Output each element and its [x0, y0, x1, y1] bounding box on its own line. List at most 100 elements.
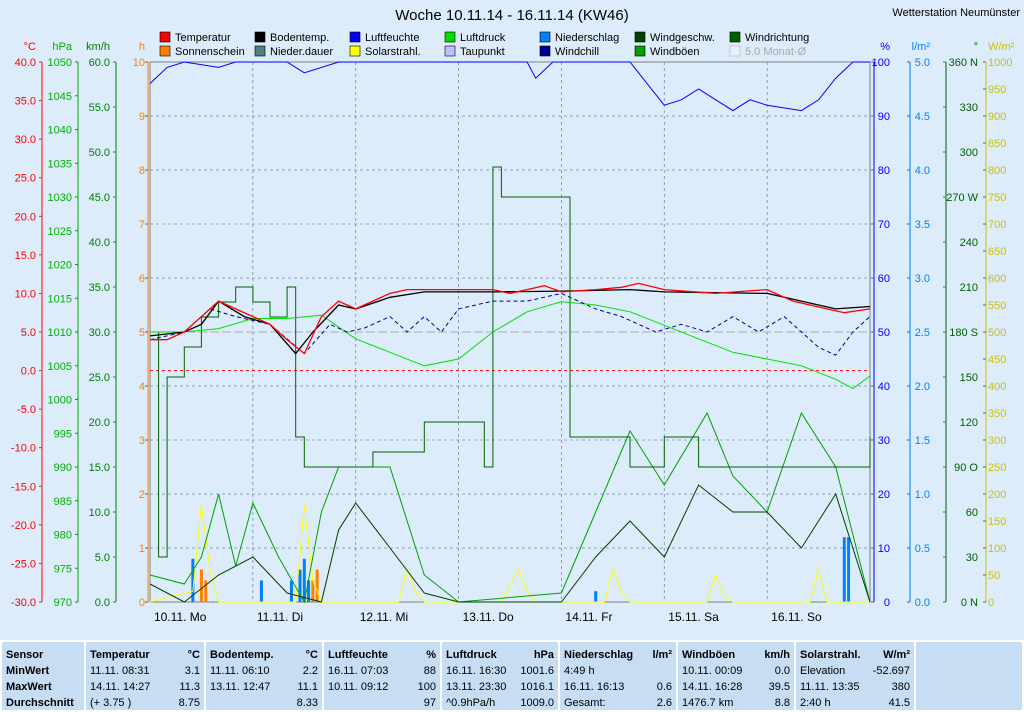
- axis-tick-dir: 0 N: [961, 597, 978, 609]
- axis-tick-temp: 40.0: [15, 57, 36, 69]
- stats-cell-value: 97: [423, 697, 436, 709]
- stats-cell-value: 1009.0: [520, 697, 554, 709]
- axis-tick-hours: 8: [139, 165, 145, 177]
- axis-tick-hours: 6: [139, 273, 145, 285]
- x-day-label: 15.11. Sa: [668, 610, 719, 624]
- legend-label: 5.0 Monat-Ø: [745, 46, 807, 58]
- axis-tick-wind: 35.0: [89, 282, 110, 294]
- stats-col-bodentemp: Bodentemp. °C 11.11. 06:10 2.2 13.11. 12:47 1…: [206, 642, 322, 710]
- stats-unit: km/h: [764, 649, 790, 661]
- axis-tick-hours: 5: [139, 327, 145, 339]
- axis-tick-hum: 70: [878, 219, 890, 231]
- bar-niederschlag: [594, 591, 598, 602]
- stats-header: Solarstrahl.: [800, 649, 861, 661]
- axis-tick-dir: 270 W: [946, 192, 978, 204]
- stats-cell-value: -52.697: [872, 665, 910, 677]
- legend-swatch: [539, 31, 551, 43]
- stats-header: Luftdruck: [446, 649, 497, 661]
- legend-swatch: [159, 45, 171, 57]
- stats-cell-value: 8.33: [296, 697, 318, 709]
- legend-label: Bodentemp.: [270, 32, 329, 44]
- axis-tick-solar: 650: [988, 246, 1006, 258]
- axis-tick-wind: 20.0: [89, 417, 110, 429]
- legend: Temperatur Sonnenschein Bodentemp. Nieder.d…: [159, 31, 809, 58]
- legend-label: Luftfeuchte: [365, 32, 419, 44]
- axis-tick-temp: -30.0: [11, 597, 36, 609]
- axis-tick-hum: 60: [878, 273, 890, 285]
- stats-cell-value: 88: [423, 665, 436, 677]
- stats-unit: hPa: [533, 649, 554, 661]
- stats-unit: l/m²: [652, 649, 672, 661]
- axis-tick-press: 1040: [48, 125, 72, 137]
- legend-swatch: [159, 31, 171, 43]
- axis-unit-dir: °: [974, 41, 978, 53]
- stats-col-temperatur: Temperatur °C 11.11. 08:31 3.1 14.11. 14:27 1…: [86, 642, 204, 710]
- bar-sonnenschein: [311, 580, 315, 602]
- stats-row-label: MaxWert: [6, 681, 52, 693]
- legend-swatch: [254, 31, 266, 43]
- axis-unit-rain: l/m²: [912, 41, 931, 53]
- axis-tick-temp: -25.0: [11, 558, 36, 570]
- stats-cell-label: 16.11. 16:13: [564, 681, 625, 693]
- stats-cell-value: 1001.6: [520, 665, 554, 677]
- axis-tick-press: 1045: [48, 91, 72, 103]
- stats-cell-value: 8.75: [178, 697, 200, 709]
- axis-tick-solar: 150: [988, 516, 1006, 528]
- axis-tick-press: 995: [54, 428, 72, 440]
- axis-tick-temp: 0.0: [21, 366, 36, 378]
- stats-cell-value: 0.0: [774, 665, 790, 677]
- axis-tick-solar: 0: [988, 597, 994, 609]
- stats-cell-label: Gesamt:: [564, 697, 606, 709]
- axis-tick-hours: 0: [139, 597, 145, 609]
- stats-cell-value: 2.2: [302, 665, 318, 677]
- bar-sonnenschein: [204, 580, 208, 602]
- axis-tick-rain: 1.5: [915, 435, 930, 447]
- legend-label: Niederschlag: [555, 32, 619, 44]
- axis-tick-press: 980: [54, 530, 72, 542]
- axis-tick-rain: 3.0: [915, 273, 930, 285]
- axis-tick-temp: 10.0: [15, 288, 36, 300]
- axis-tick-temp: -10.0: [11, 443, 36, 455]
- bar-sonnenschein: [199, 569, 203, 602]
- axis-tick-hum: 20: [878, 489, 890, 501]
- axis-tick-hours: 1: [139, 543, 145, 555]
- stats-header: Bodentemp.: [210, 649, 274, 661]
- axis-unit-hours: h: [139, 41, 145, 53]
- stats-cell-value: 11.1: [297, 681, 318, 693]
- stats-cell-label: 11.11. 06:10: [210, 665, 270, 677]
- legend-swatch: [444, 45, 456, 57]
- x-day-label: 11.11. Di: [257, 610, 303, 624]
- x-day-label: 10.11. Mo: [154, 610, 207, 624]
- x-day-label: 16.11. So: [771, 610, 822, 624]
- axes: 40.035.030.025.020.015.010.05.00.0-5.0-1…: [11, 41, 1015, 609]
- legend-swatch: [634, 31, 646, 43]
- axis-tick-wind: 10.0: [89, 507, 110, 519]
- axis-tick-wind: 15.0: [89, 462, 110, 474]
- axis-tick-dir: 90 O: [954, 462, 978, 474]
- axis-tick-solar: 700: [988, 219, 1006, 231]
- x-axis: 10.11. Mo 11.11. Di 12.11. Mi 13.11. Do 14.1…: [154, 610, 822, 624]
- stats-cell-value: 8.8: [774, 697, 790, 709]
- series-windrichtung: [150, 166, 871, 558]
- bar-niederschlag: [298, 569, 302, 602]
- axis-tick-press: 975: [54, 563, 72, 575]
- stats-cell-label: Elevation: [800, 665, 846, 677]
- legend-label: Windböen: [650, 46, 700, 58]
- bar-niederschlag: [259, 580, 263, 602]
- stats-cell-value: 3.1: [184, 665, 200, 677]
- stats-unit: °C: [305, 649, 318, 661]
- stats-header: Windböen: [682, 649, 736, 661]
- stats-unit: °C: [187, 649, 200, 661]
- axis-tick-press: 1010: [48, 327, 72, 339]
- axis-tick-dir: 300: [960, 147, 978, 159]
- stats-cell-label: 13.11. 23:30: [446, 681, 507, 693]
- axis-tick-wind: 60.0: [89, 57, 110, 69]
- axis-tick-rain: 2.0: [915, 381, 930, 393]
- stats-cell-label: 13.11. 12:47: [210, 681, 271, 693]
- axis-tick-dir: 210: [960, 282, 978, 294]
- weather-chart: Woche 10.11.14 - 16.11.14 (KW46) Wetters…: [10, 7, 1021, 624]
- stats-col-windboeen: Windböen km/h 10.11. 00:09 0.0 14.11. 16:28 3…: [678, 642, 794, 710]
- axis-tick-temp: 20.0: [15, 211, 36, 223]
- legend-swatch: [729, 31, 741, 43]
- axis-tick-temp: 15.0: [15, 250, 36, 262]
